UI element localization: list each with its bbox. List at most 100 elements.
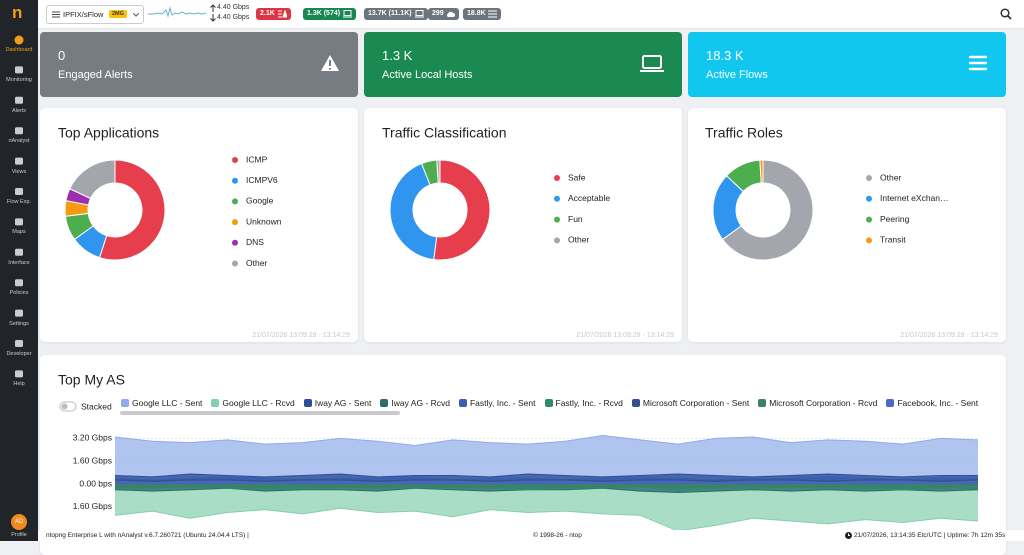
nav-label[interactable]: Flow Exp. <box>6 199 32 205</box>
legend-item[interactable]: Fastly, Inc. - Sent <box>458 398 536 408</box>
topbar: IPFIX/sFlow 2MG 4.40 Gbps 4.40 Gbps 2.1K… <box>38 0 1024 29</box>
legend-dot <box>232 177 238 184</box>
legend-checkbox <box>458 399 467 407</box>
area-line <box>115 484 978 488</box>
nav-label: Profile <box>11 532 27 538</box>
legend-label: Other <box>246 258 267 268</box>
legend-dot <box>554 195 560 202</box>
download-arrow <box>210 14 216 22</box>
legend-label: Google LLC - Rcvd <box>222 398 295 408</box>
legend-dot <box>232 219 238 226</box>
sparkline <box>148 6 206 18</box>
nav-icon <box>15 127 23 135</box>
legend-label: Iway AG - Sent <box>314 398 372 408</box>
nav-label[interactable]: Interface <box>8 259 30 266</box>
flows-icon <box>968 55 988 71</box>
sidebar: n Dashboard Monitoring Alerts nAnalyst Views F… <box>0 0 38 541</box>
legend-label: Iway AG - Rcvd <box>391 398 450 408</box>
alerts-badge[interactable]: 2.1K <box>256 8 291 20</box>
card-label: Engaged Alerts <box>58 69 133 81</box>
badge-icon <box>343 10 353 18</box>
download-rate: 4.40 Gbps <box>217 14 250 21</box>
card-label: Active Flows <box>706 69 768 81</box>
legend-label: Google LLC - Sent <box>132 398 203 408</box>
devices-badge[interactable]: 13.7K (11.1K) <box>364 8 428 20</box>
footer-time: 21/07/2026, 13:14:35 Etc/UTC | Uptime: 7… <box>854 532 1006 539</box>
alerts-card[interactable]: 0 Engaged Alerts <box>40 32 358 97</box>
sidebar-icons <box>14 35 24 378</box>
flows-card[interactable]: 18.3 K Active Flows <box>688 32 1006 97</box>
legend-item[interactable]: Fastly, Inc. - Rcvd <box>544 398 623 408</box>
nav-label[interactable]: Maps <box>12 229 26 236</box>
legend-dot <box>232 260 238 267</box>
nav-icon <box>15 66 23 74</box>
legend-label: Other <box>568 235 589 245</box>
caret <box>133 13 139 17</box>
nav-label[interactable]: Alerts <box>11 107 27 114</box>
badge-icon <box>487 10 497 18</box>
avatar: AD <box>11 514 27 530</box>
badge-text: 2.1K <box>260 10 275 17</box>
donut-slice <box>98 159 166 261</box>
search-icon[interactable] <box>1000 8 1012 20</box>
footer-version: ntopng Enterprise L with nAnalyst v.6.7.… <box>46 532 249 539</box>
badge-icon <box>414 10 424 18</box>
nav-label[interactable]: Developer <box>6 351 32 357</box>
donut-slice <box>389 162 438 261</box>
remote-badge[interactable]: 299 <box>428 8 459 20</box>
scrollbar[interactable] <box>120 411 400 415</box>
donut-slice <box>721 159 814 261</box>
legend-item[interactable]: Iway AG - Sent <box>303 398 372 408</box>
nav-label[interactable]: Dashboard <box>5 47 33 53</box>
interface-select[interactable]: IPFIX/sFlow 2MG <box>46 5 144 24</box>
legend-item[interactable]: Microsoft Corporation - Sent <box>631 398 749 408</box>
legend-label: Fastly, Inc. - Rcvd <box>555 398 623 408</box>
chart-title: Traffic Roles <box>705 125 783 141</box>
legend-checkbox <box>886 399 895 407</box>
nav-label[interactable]: Policies <box>9 290 29 297</box>
legend-item[interactable]: Facebook, Inc. - Sent <box>886 398 978 408</box>
upload-rate: 4.40 Gbps <box>217 4 250 11</box>
hosts-badge[interactable]: 1.3K (574) <box>303 8 357 20</box>
card-label: Active Local Hosts <box>382 69 473 81</box>
legend-checkbox <box>758 399 767 407</box>
legend-dot <box>232 198 238 205</box>
timestamp: 21/07/2026 13:09:29 - 13:14:29 <box>900 332 998 339</box>
area-fill <box>115 484 978 532</box>
legend-item[interactable]: Microsoft Corporation - Rcvd <box>758 398 877 408</box>
nav-icon <box>15 340 23 347</box>
card-value: 18.3 K <box>706 48 744 63</box>
chart-title: Top My AS <box>58 372 125 388</box>
legend-label: DNS <box>246 237 264 247</box>
nav-icon <box>15 370 23 378</box>
donut-slice <box>69 159 116 200</box>
legend-label: Unknown <box>246 216 282 226</box>
legend-dot <box>866 175 872 181</box>
legend-item[interactable]: Google LLC - Sent <box>121 398 202 408</box>
flows-badge[interactable]: 18.8K <box>463 8 501 20</box>
legend-label: Acceptable <box>568 193 610 203</box>
area-line <box>115 507 978 532</box>
plot <box>115 435 978 532</box>
nav-label[interactable]: Views <box>11 168 27 175</box>
legend-checkbox <box>631 399 640 407</box>
toggle-knob <box>61 403 68 410</box>
badge-text: 299 <box>432 10 444 17</box>
nav-label[interactable]: Monitoring <box>6 77 32 84</box>
y-tick-label: 0.00 bps <box>79 478 112 488</box>
timestamp: 21/07/2026 13:09:29 - 13:14:29 <box>576 332 674 339</box>
chart-title: Top Applications <box>58 125 159 141</box>
nav-label[interactable]: Help <box>13 381 25 388</box>
legend-item[interactable]: Google LLC - Rcvd <box>211 398 295 408</box>
warning-icon <box>321 55 339 71</box>
nav-label[interactable]: nAnalyst <box>8 138 30 145</box>
interface-badge: 2MG <box>109 10 127 18</box>
hosts-card[interactable]: 1.3 K Active Local Hosts <box>364 32 682 97</box>
legend-item[interactable]: Iway AG - Rcvd <box>380 398 450 408</box>
nav-label[interactable]: Settings <box>9 320 29 327</box>
donut-slice <box>436 159 441 184</box>
legend: Google LLC - Sent Google LLC - Rcvd Iway A… <box>121 398 986 411</box>
legend-label: ICMPV6 <box>246 175 278 185</box>
legend-checkbox <box>121 399 129 407</box>
